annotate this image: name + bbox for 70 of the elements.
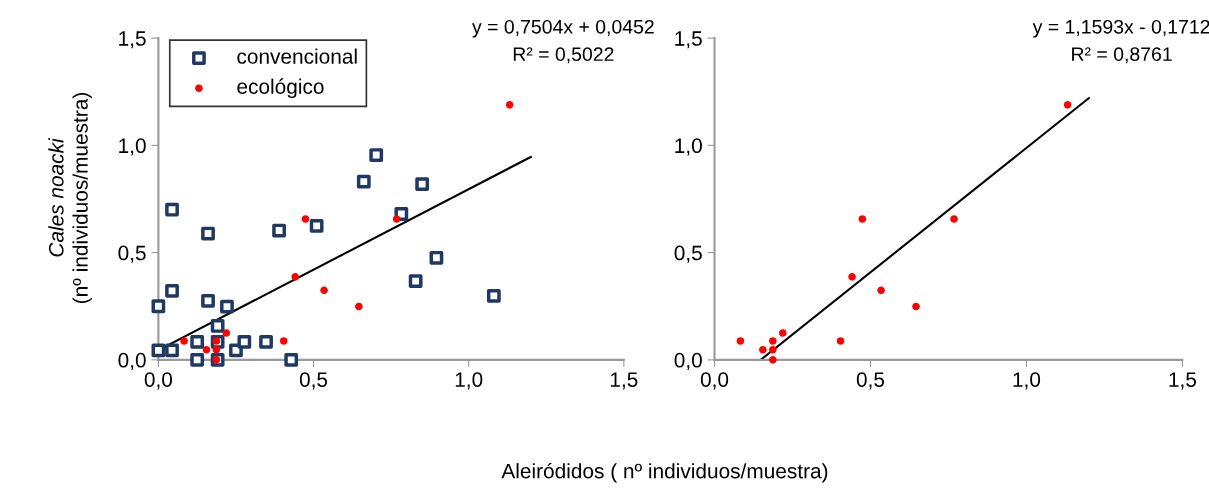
point bbox=[309, 218, 324, 233]
x-tick-label: 0,0 bbox=[144, 372, 173, 390]
y-tick-label: 0,5 bbox=[118, 245, 146, 263]
annotation: R² = 0,5022 bbox=[513, 47, 614, 64]
point bbox=[769, 345, 777, 354]
y-tick-label: 1,0 bbox=[675, 138, 702, 156]
point bbox=[505, 101, 514, 109]
point bbox=[1063, 101, 1072, 109]
point bbox=[165, 202, 179, 217]
x-tick-label: 1,5 bbox=[1169, 372, 1197, 390]
point bbox=[210, 319, 225, 333]
point bbox=[151, 299, 166, 314]
point bbox=[429, 250, 444, 265]
point bbox=[369, 148, 384, 162]
point bbox=[408, 274, 423, 289]
y-tick-label: 0,5 bbox=[674, 245, 702, 263]
point bbox=[769, 337, 777, 345]
point bbox=[284, 352, 299, 367]
point bbox=[858, 215, 867, 223]
point bbox=[392, 215, 401, 223]
point bbox=[769, 356, 777, 364]
point bbox=[165, 283, 179, 298]
point bbox=[848, 273, 856, 281]
x-tick-label: 0,0 bbox=[700, 372, 729, 390]
point bbox=[190, 352, 205, 367]
point bbox=[237, 334, 252, 349]
text: y = 1,1593x - 0,1712 bbox=[1032, 19, 1209, 38]
point bbox=[190, 334, 205, 349]
y-tick-label: 1,5 bbox=[119, 31, 146, 49]
point bbox=[201, 293, 215, 308]
point bbox=[201, 226, 215, 241]
point bbox=[272, 223, 286, 238]
annotation: R² = 0,8761 bbox=[1072, 47, 1172, 64]
point bbox=[202, 345, 211, 354]
point bbox=[779, 329, 787, 337]
y-tick-label: 1,5 bbox=[675, 31, 702, 49]
point bbox=[736, 337, 745, 345]
point bbox=[877, 286, 885, 295]
point bbox=[836, 337, 845, 345]
legend-label: ecológico bbox=[237, 78, 324, 99]
point bbox=[486, 289, 501, 303]
point bbox=[301, 215, 310, 223]
x-axis-title: Aleiródidos ( nº individuos/muestra) bbox=[501, 462, 828, 483]
point bbox=[415, 177, 430, 192]
y-tick-label: 0,0 bbox=[674, 352, 702, 371]
point bbox=[222, 329, 231, 337]
x-tick-label: 1,0 bbox=[1013, 372, 1041, 390]
y-axis-title: Cales noacki (nº individuos/muestra) bbox=[48, 93, 92, 303]
point bbox=[291, 273, 300, 281]
x-tick-label: 1,5 bbox=[610, 372, 638, 390]
point bbox=[165, 343, 179, 358]
x-tick-label: 1,0 bbox=[455, 372, 483, 390]
y-tick-label: 0,0 bbox=[118, 352, 146, 371]
point bbox=[950, 215, 958, 223]
point bbox=[220, 299, 234, 314]
point bbox=[212, 345, 221, 354]
point bbox=[759, 345, 767, 354]
point bbox=[320, 286, 328, 295]
x-tick-label: 0,5 bbox=[856, 372, 885, 390]
y-tick-label: 1,0 bbox=[119, 138, 146, 156]
text: y = 0,7504x + 0,0452 bbox=[472, 19, 654, 38]
legend-label: convencional bbox=[237, 48, 357, 64]
point bbox=[912, 302, 920, 311]
point bbox=[356, 174, 371, 189]
point bbox=[355, 302, 363, 311]
x-tick-label: 0,5 bbox=[299, 372, 328, 390]
point bbox=[180, 337, 188, 345]
point bbox=[151, 343, 166, 358]
point bbox=[259, 334, 273, 349]
point bbox=[279, 337, 288, 345]
